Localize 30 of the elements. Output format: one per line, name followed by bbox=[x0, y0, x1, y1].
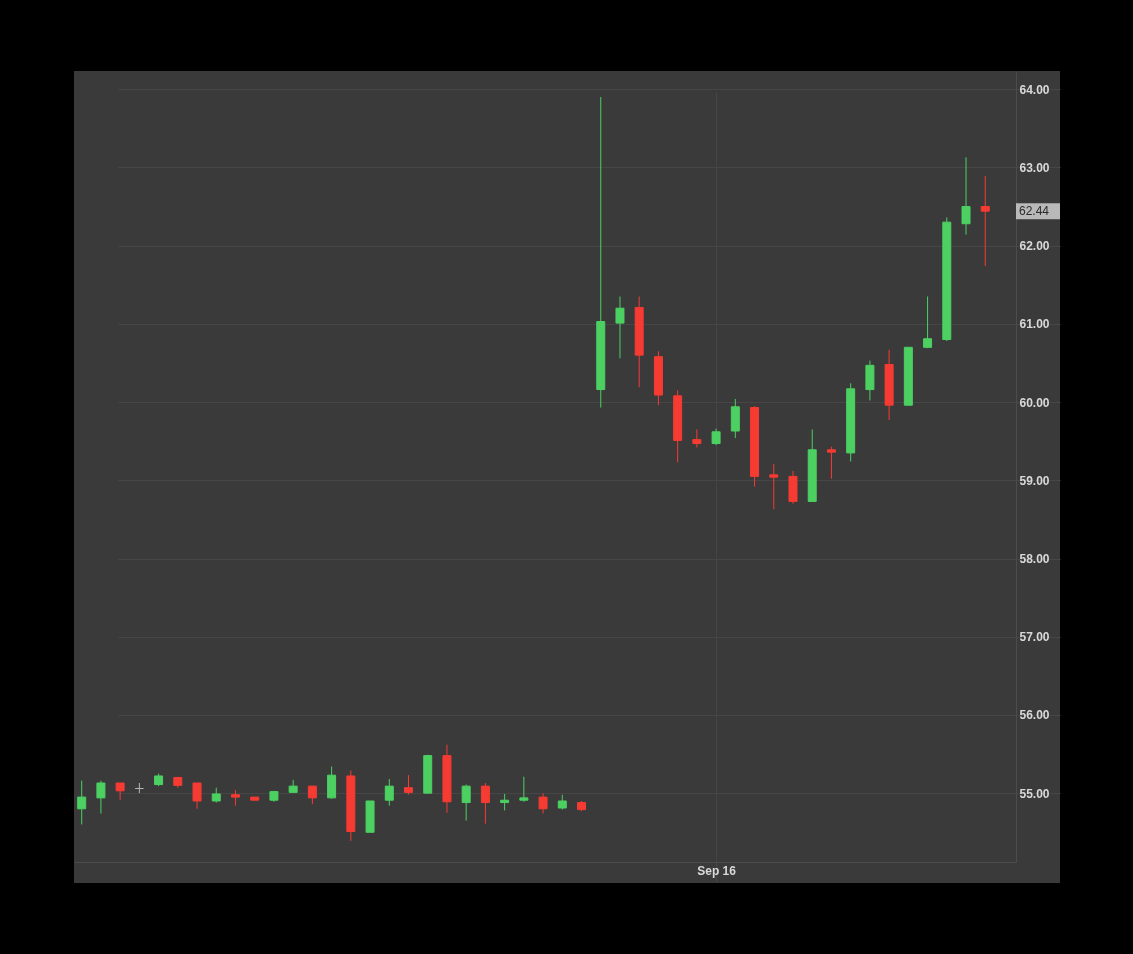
y-tick-label: 56.00 bbox=[1019, 708, 1050, 723]
y-tick-label: 58.00 bbox=[1019, 552, 1050, 567]
candlestick bbox=[384, 778, 394, 807]
candlestick bbox=[192, 782, 202, 810]
y-tick-label: 62.00 bbox=[1019, 239, 1050, 254]
candlestick bbox=[923, 295, 933, 349]
y-tick-label: 63.00 bbox=[1019, 160, 1050, 175]
candlestick bbox=[77, 780, 87, 825]
candlestick bbox=[404, 774, 414, 796]
candlestick bbox=[538, 792, 548, 814]
candlestick bbox=[327, 766, 337, 800]
x-tick-label: Sep 16 bbox=[697, 863, 737, 878]
candlestick bbox=[692, 428, 702, 448]
text: 62.44 bbox=[1019, 204, 1050, 219]
candlestick bbox=[961, 156, 971, 236]
candlestick bbox=[480, 782, 490, 825]
y-tick-label: 61.00 bbox=[1019, 317, 1050, 332]
candlestick bbox=[826, 446, 836, 480]
y-tick-label: 57.00 bbox=[1019, 630, 1050, 645]
y-tick-label: 60.00 bbox=[1019, 395, 1050, 410]
candlestick bbox=[461, 784, 471, 822]
candlestick bbox=[115, 782, 125, 801]
y-tick-label: 64.00 bbox=[1019, 82, 1050, 97]
candlestick bbox=[769, 463, 779, 510]
candlestick bbox=[615, 295, 625, 359]
y-tick-label: 59.00 bbox=[1019, 473, 1050, 488]
candlestick bbox=[96, 780, 106, 814]
y-tick-label: 55.00 bbox=[1019, 786, 1050, 801]
candlestick bbox=[980, 175, 990, 267]
candlestick bbox=[519, 776, 529, 803]
